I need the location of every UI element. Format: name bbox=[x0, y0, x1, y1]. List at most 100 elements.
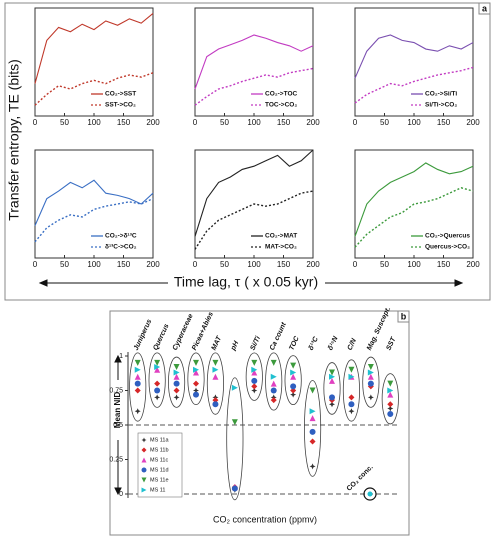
x-tick-label: 200 bbox=[306, 118, 320, 127]
annotation-dot bbox=[367, 491, 373, 497]
series-line bbox=[194, 149, 314, 237]
series-line bbox=[194, 34, 314, 90]
data-point bbox=[193, 380, 199, 387]
data-point bbox=[309, 408, 316, 415]
data-point bbox=[290, 383, 297, 390]
data-point bbox=[251, 369, 258, 376]
legend-label: CO₂->SST bbox=[105, 91, 136, 98]
group-outline bbox=[265, 352, 283, 411]
data-point bbox=[290, 387, 297, 394]
data-point bbox=[193, 359, 199, 366]
legend-marker bbox=[141, 487, 147, 493]
x-axis-label: CO₂ concentration (ppmv) bbox=[213, 514, 317, 524]
legend-label: MAT->CO₂ bbox=[265, 244, 297, 251]
data-point bbox=[367, 394, 374, 401]
data-point bbox=[193, 387, 199, 394]
data-point bbox=[134, 366, 141, 373]
y-axis-label: Transfer entropy, TE (bits) bbox=[6, 59, 22, 221]
legend-label: δ¹³C->CO₂ bbox=[105, 244, 137, 251]
data-point bbox=[231, 419, 238, 426]
group-outline bbox=[245, 352, 263, 401]
x-tick-label: 100 bbox=[87, 260, 101, 269]
legend-label: CO₂->TOC bbox=[265, 91, 298, 98]
data-point bbox=[309, 428, 316, 435]
data-point bbox=[329, 369, 335, 376]
data-point bbox=[367, 364, 374, 371]
data-point bbox=[251, 387, 258, 394]
series-line bbox=[34, 12, 154, 84]
data-point bbox=[270, 387, 277, 394]
legend-marker bbox=[141, 447, 147, 453]
data-point bbox=[309, 387, 316, 394]
data-point bbox=[134, 387, 141, 394]
legend-marker bbox=[141, 467, 147, 473]
data-point bbox=[212, 373, 219, 380]
legend-label: MS 11 bbox=[150, 487, 166, 493]
x-tick-label: 50 bbox=[380, 118, 389, 127]
x-axis-label: Time lag, τ ( x 0.05 kyr) bbox=[174, 274, 318, 290]
data-point bbox=[329, 377, 335, 384]
legend-label: MS 11b bbox=[150, 447, 169, 453]
data-point bbox=[309, 438, 316, 445]
data-point bbox=[193, 369, 199, 376]
series-line bbox=[194, 190, 314, 250]
data-point bbox=[251, 359, 258, 366]
data-point bbox=[329, 401, 335, 408]
annotation-circle bbox=[363, 487, 377, 501]
group-outline bbox=[323, 362, 341, 415]
x-tick-label: 150 bbox=[117, 260, 131, 269]
x-tick-label: 100 bbox=[247, 260, 261, 269]
group-outline bbox=[284, 355, 302, 406]
x-tick-label: 0 bbox=[353, 118, 358, 127]
data-point bbox=[387, 380, 394, 387]
legend-label: Si/Ti->CO₂ bbox=[425, 102, 457, 109]
x-tick-label: 0 bbox=[353, 260, 358, 269]
legend-marker bbox=[141, 477, 147, 483]
x-arrow bbox=[38, 279, 464, 287]
data-point bbox=[290, 373, 297, 380]
x-tick-label: 100 bbox=[407, 260, 421, 269]
group-outline bbox=[362, 356, 380, 408]
data-point bbox=[348, 366, 355, 373]
x-tick-label: 0 bbox=[33, 260, 38, 269]
data-point bbox=[348, 373, 355, 380]
data-point bbox=[212, 366, 219, 373]
group-outline bbox=[206, 352, 224, 415]
legend-label: CO₂->MAT bbox=[265, 233, 297, 240]
data-point bbox=[212, 359, 219, 366]
legend-label: MS 11d bbox=[150, 467, 169, 473]
x-tick-label: 100 bbox=[247, 118, 261, 127]
x-tick-label: 200 bbox=[466, 260, 480, 269]
x-tick-label: 150 bbox=[437, 118, 451, 127]
series-line bbox=[354, 66, 474, 104]
x-tick-label: 0 bbox=[33, 118, 38, 127]
x-tick-label: 200 bbox=[146, 118, 160, 127]
group-outline bbox=[148, 352, 166, 408]
data-point bbox=[251, 377, 258, 384]
data-point bbox=[154, 366, 161, 373]
y-axis-label: Mean NID bbox=[113, 392, 122, 429]
panel-label: a bbox=[482, 3, 488, 13]
data-point bbox=[290, 369, 297, 376]
legend-label: Quercus->CO₂ bbox=[425, 244, 470, 251]
data-point bbox=[348, 394, 355, 401]
data-point bbox=[173, 380, 180, 387]
data-point bbox=[387, 387, 394, 394]
group-outline bbox=[381, 373, 399, 425]
y-tick-label: 0.25 bbox=[109, 456, 123, 463]
group-outline bbox=[187, 352, 205, 406]
legend-label: MS 11a bbox=[150, 437, 169, 443]
data-point bbox=[329, 373, 335, 380]
data-point bbox=[173, 394, 180, 401]
x-tick-label: 200 bbox=[146, 260, 160, 269]
legend-label: CO₂->Si/Ti bbox=[425, 91, 457, 98]
data-point bbox=[290, 391, 297, 398]
panel-label: b bbox=[401, 311, 407, 321]
data-point bbox=[251, 366, 258, 373]
x-tick-label: 50 bbox=[220, 260, 229, 269]
category-label: pH bbox=[230, 339, 241, 352]
data-point bbox=[387, 405, 394, 412]
x-tick-label: 50 bbox=[220, 118, 229, 127]
panel-b-frame bbox=[109, 310, 410, 536]
